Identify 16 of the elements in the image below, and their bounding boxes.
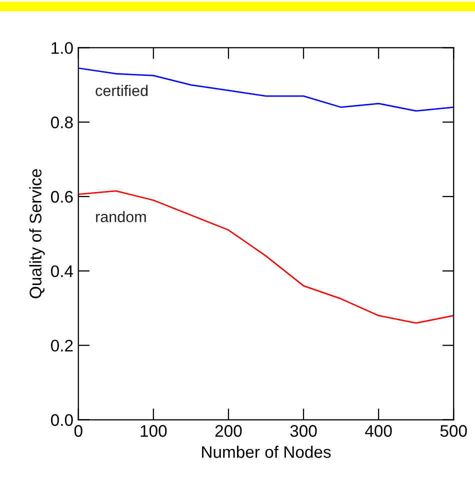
y-tick-label: 0.0 [51,414,73,426]
x-axis-title: Number of Nodes [202,446,331,458]
x-tick-label: 300 [290,425,317,437]
x-tick-label: 500 [440,425,467,437]
y-tick-label: 0.8 [51,116,73,128]
y-tick-label: 0.4 [51,265,74,278]
series-label: random [96,211,146,222]
y-tick-label: 1.0 [52,42,73,54]
x-tick-label: 400 [365,425,392,437]
y-tick-label: 0.6 [51,190,73,203]
x-tick-label: 0 [74,425,82,437]
x-tick-label: 200 [215,425,242,437]
y-tick-label: 0.2 [51,340,73,352]
x-tick-label: 100 [140,425,167,437]
y-axis-title: Quality of Service [29,169,45,298]
series-label: certified [96,84,148,96]
